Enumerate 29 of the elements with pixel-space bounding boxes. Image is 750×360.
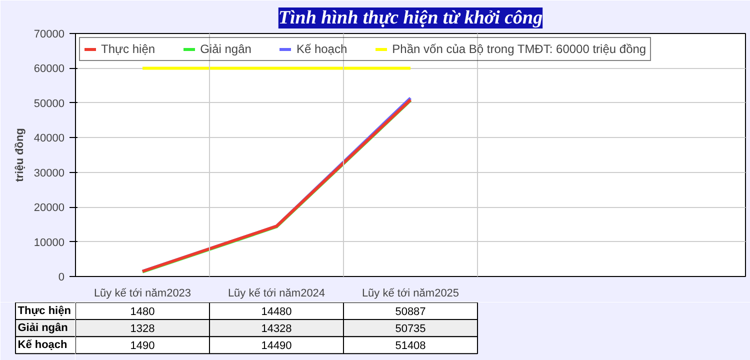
data-label: 1480: [130, 306, 155, 318]
y-axis-title: triệu đồng: [14, 128, 26, 182]
data-label: 1328: [130, 323, 155, 336]
data-label: 50887: [395, 306, 426, 318]
data-label: 14480: [261, 306, 292, 318]
legend-label: Phần vốn của Bộ trong TMĐT: 60000 triệu đồng: [392, 42, 646, 56]
data-label: 14328: [261, 323, 292, 336]
text: Giải ngân: [18, 322, 68, 334]
legend-label: Thực hiện: [101, 42, 156, 56]
y-tick-label: 70000: [34, 28, 65, 40]
y-tick-label: 30000: [34, 167, 65, 180]
data-label: 51408: [395, 340, 426, 352]
x-tick-label: Lũy kế tới năm2025: [362, 288, 460, 300]
y-tick-label: 20000: [34, 202, 65, 214]
x-tick-label: Lũy kế tới năm2023: [94, 288, 192, 300]
y-tick-label: 50000: [34, 98, 65, 110]
text: Thực hiện: [18, 305, 71, 318]
y-tick-label: 60000: [34, 63, 65, 76]
x-tick-label: Lũy kế tới năm2024: [228, 288, 326, 300]
text: Kế hoạch: [18, 339, 68, 352]
y-tick-label: 0: [58, 272, 65, 284]
data-label: 1490: [130, 340, 155, 352]
y-tick-label: 40000: [34, 132, 65, 145]
legend-label: Kế hoạch: [296, 42, 348, 56]
y-tick-label: 10000: [34, 236, 65, 249]
chart-title: Tình hình thực hiện từ khởi công: [278, 8, 543, 28]
data-label: 50735: [395, 323, 426, 336]
legend-label: Giải ngân: [200, 42, 252, 56]
data-label: 14490: [261, 340, 292, 352]
